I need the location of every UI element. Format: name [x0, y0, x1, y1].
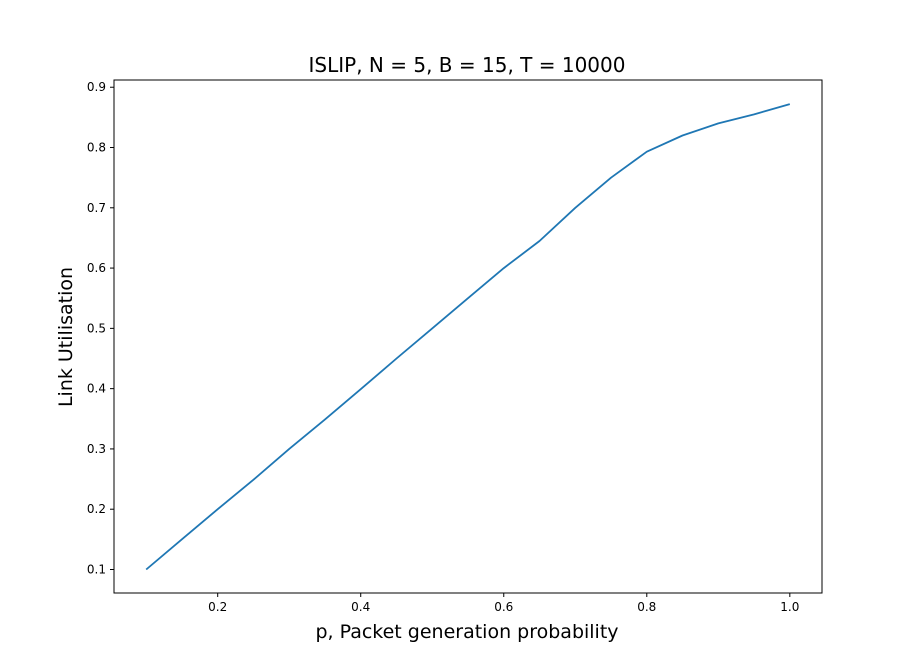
x-tick-label: 0.6	[494, 600, 513, 614]
y-tick-label: 0.2	[87, 502, 106, 516]
x-tick-label: 0.4	[351, 600, 370, 614]
y-tick-label: 0.5	[87, 321, 106, 335]
y-axis-label: Link Utilisation	[55, 267, 77, 407]
y-tick-label: 0.6	[87, 261, 106, 275]
series-line-0	[145, 103, 791, 571]
x-tick-label: 1.0	[780, 600, 799, 614]
y-tick-label: 0.3	[87, 442, 106, 456]
y-tick-label: 0.4	[87, 382, 106, 396]
plot-frame	[113, 79, 823, 594]
y-tick-label: 0.7	[87, 201, 106, 215]
y-axis: 0.1 0.2 0.3 0.4 0.5 0.6 0.7 0.8 0.9	[87, 80, 114, 576]
y-tick-label: 0.8	[87, 141, 106, 155]
y-tick-label: 0.1	[87, 562, 106, 576]
y-tick-label: 0.9	[87, 80, 106, 94]
x-tick-label: 0.8	[637, 600, 656, 614]
x-axis-label: p, Packet generation probability	[315, 621, 618, 643]
x-axis: 0.2 0.4 0.6 0.8 1.0	[208, 593, 799, 614]
x-tick-label: 0.2	[208, 600, 227, 614]
chart-title: ISLIP, N = 5, B = 15, T = 10000	[309, 53, 626, 77]
plot-area	[113, 79, 823, 594]
